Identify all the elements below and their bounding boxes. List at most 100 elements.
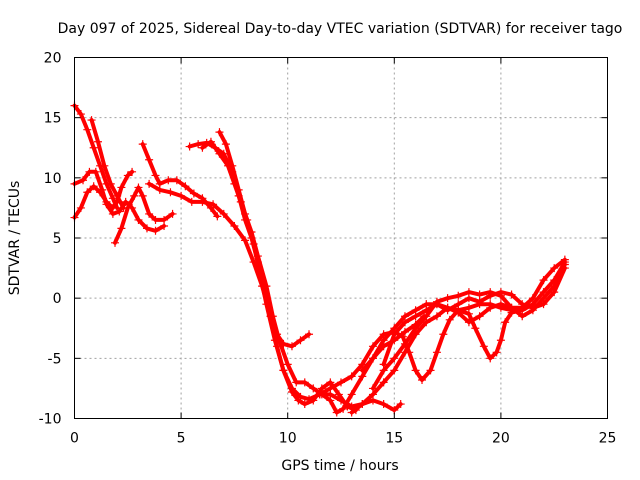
data-point-marker	[432, 348, 441, 357]
data-point-marker	[439, 330, 448, 339]
y-tick-label: 20	[44, 51, 62, 67]
data-point-marker	[89, 143, 98, 152]
x-tick-label: 0	[70, 431, 79, 447]
data-point-marker	[539, 276, 548, 285]
data-point-marker	[411, 312, 420, 321]
x-axis-label: GPS time / hours	[281, 458, 398, 474]
data-point-marker	[91, 167, 100, 176]
data-point-marker	[189, 189, 198, 198]
y-tick-label: -10	[39, 412, 62, 428]
data-point-marker	[464, 309, 473, 318]
data-point-marker	[106, 179, 115, 188]
data-point-marker	[96, 188, 105, 197]
data-point-marker	[198, 143, 207, 152]
grid	[74, 57, 608, 419]
data-point-marker	[379, 330, 388, 339]
data-point-marker	[390, 366, 399, 375]
data-point-marker	[247, 227, 256, 236]
data-point-marker	[486, 354, 495, 363]
data-point-marker	[518, 312, 527, 321]
data-point-marker	[213, 212, 222, 221]
series-trace	[317, 260, 567, 397]
data-layer	[70, 101, 569, 417]
data-point-marker	[445, 315, 454, 324]
data-point-marker	[253, 252, 262, 261]
data-point-marker	[550, 264, 559, 273]
data-point-marker	[83, 188, 92, 197]
data-point-marker	[168, 209, 177, 218]
data-point-marker	[471, 324, 480, 333]
data-point-marker	[87, 116, 96, 125]
data-point-marker	[181, 182, 190, 191]
data-point-marker	[418, 375, 427, 384]
data-point-marker	[479, 342, 488, 351]
data-point-marker	[134, 215, 143, 224]
data-point-marker	[145, 209, 154, 218]
data-point-marker	[507, 303, 516, 312]
y-tick-label: 5	[53, 231, 62, 247]
data-point-marker	[368, 384, 377, 393]
data-point-marker	[108, 203, 117, 212]
series-trace-h	[185, 138, 314, 351]
data-point-marker	[400, 327, 409, 336]
data-point-marker	[486, 303, 495, 312]
data-point-marker	[215, 149, 224, 158]
data-point-marker	[368, 354, 377, 363]
y-tick-label: 0	[53, 291, 62, 307]
axis-ticks: 0 5 10 15 20 25 -10 -5 0 5 10 15 20	[39, 51, 617, 447]
data-point-marker	[151, 215, 160, 224]
data-point-marker	[164, 176, 173, 185]
data-point-marker	[138, 191, 147, 200]
data-point-marker	[155, 185, 164, 194]
data-point-marker	[142, 224, 151, 233]
data-point-marker	[215, 128, 224, 137]
data-point-marker	[145, 179, 154, 188]
data-point-marker	[528, 294, 537, 303]
data-point-marker	[228, 161, 237, 170]
data-point-marker	[420, 312, 429, 321]
data-point-marker	[332, 408, 341, 417]
series-trace	[113, 185, 175, 245]
data-point-marker	[334, 390, 343, 399]
data-point-marker	[443, 303, 452, 312]
data-point-marker	[464, 318, 473, 327]
data-point-marker	[475, 312, 484, 321]
data-point-marker	[177, 191, 186, 200]
x-tick-label: 25	[599, 431, 617, 447]
data-point-marker	[194, 140, 203, 149]
data-point-marker	[134, 183, 143, 192]
data-point-marker	[501, 318, 510, 327]
data-point-marker	[475, 297, 484, 306]
data-point-marker	[292, 378, 301, 387]
data-point-marker	[400, 348, 409, 357]
data-point-marker	[550, 282, 559, 291]
data-point-marker	[198, 197, 207, 206]
data-point-marker	[379, 366, 388, 375]
data-point-marker	[123, 171, 132, 180]
data-point-marker	[486, 288, 495, 297]
data-point-marker	[426, 366, 435, 375]
data-point-marker	[390, 336, 399, 345]
data-point-marker	[287, 342, 296, 351]
data-point-marker	[326, 384, 335, 393]
series-trace-k	[315, 258, 569, 399]
y-axis-label: SDTVAR / TECUs	[7, 181, 23, 296]
data-point-marker	[315, 390, 324, 399]
data-point-marker	[492, 348, 501, 357]
data-point-marker	[283, 360, 292, 369]
data-point-marker	[234, 185, 243, 194]
data-point-marker	[496, 291, 505, 300]
chart-title: Day 097 of 2025, Sidereal Day-to-day VTE…	[58, 21, 623, 37]
y-tick-label: -5	[48, 351, 62, 367]
data-point-marker	[379, 400, 388, 409]
data-point-marker	[108, 194, 117, 203]
y-tick-label: 15	[44, 111, 62, 127]
data-point-marker	[368, 342, 377, 351]
data-point-marker	[262, 282, 271, 291]
data-point-marker	[337, 378, 345, 387]
data-point-marker	[443, 294, 452, 303]
data-point-marker	[454, 291, 463, 300]
series-trace-i	[198, 137, 360, 415]
series-trace-o	[358, 312, 429, 375]
data-point-marker	[454, 300, 463, 309]
